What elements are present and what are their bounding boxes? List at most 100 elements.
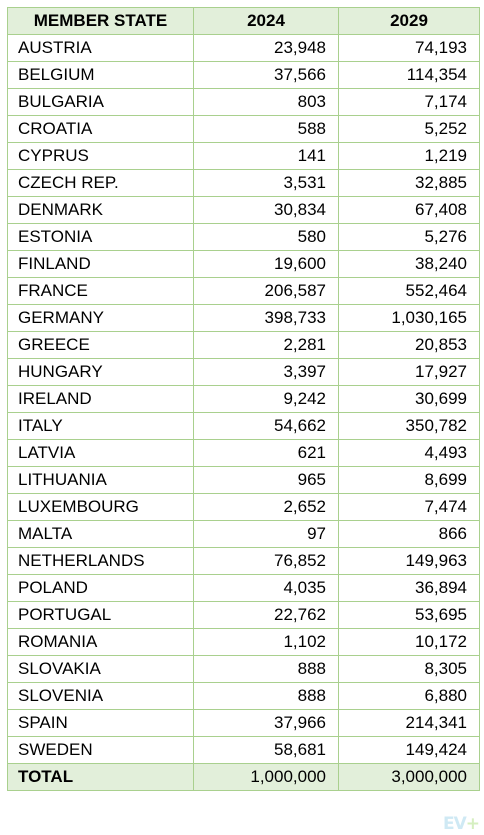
- table-row: AUSTRIA 23,948 74,193: [7, 34, 480, 62]
- table-row: GERMANY 398,733 1,030,165: [7, 304, 480, 332]
- member-state-cell: SPAIN: [7, 709, 194, 737]
- table-row: NETHERLANDS 76,852 149,963: [7, 547, 480, 575]
- member-state-cell: LATVIA: [7, 439, 194, 467]
- table-row: FRANCE 206,587 552,464: [7, 277, 480, 305]
- table-row: MALTA 97 866: [7, 520, 480, 548]
- column-header-2024: 2024: [193, 7, 339, 35]
- value-2024-cell: 30,834: [193, 196, 339, 224]
- value-2024-cell: 588: [193, 115, 339, 143]
- member-state-cell: ROMANIA: [7, 628, 194, 656]
- value-2024-cell: 2,281: [193, 331, 339, 359]
- column-header-member-state: MEMBER STATE: [7, 7, 194, 35]
- table-row: PORTUGAL 22,762 53,695: [7, 601, 480, 629]
- table-body: AUSTRIA 23,948 74,193 BELGIUM 37,566 114,354 B…: [7, 34, 480, 764]
- value-2029-cell: 17,927: [338, 358, 480, 386]
- value-2029-cell: 30,699: [338, 385, 480, 413]
- value-2029-cell: 8,699: [338, 466, 480, 494]
- value-2024-cell: 76,852: [193, 547, 339, 575]
- table-row: BELGIUM 37,566 114,354: [7, 61, 480, 89]
- member-state-cell: IRELAND: [7, 385, 194, 413]
- member-state-cell: LITHUANIA: [7, 466, 194, 494]
- value-2029-cell: 38,240: [338, 250, 480, 278]
- value-2029-cell: 53,695: [338, 601, 480, 629]
- value-2024-cell: 2,652: [193, 493, 339, 521]
- table-row: LUXEMBOURG 2,652 7,474: [7, 493, 480, 521]
- member-state-cell: CZECH REP.: [7, 169, 194, 197]
- value-2029-cell: 1,219: [338, 142, 480, 170]
- value-2024-cell: 19,600: [193, 250, 339, 278]
- member-state-cell: SLOVENIA: [7, 682, 194, 710]
- value-2024-cell: 22,762: [193, 601, 339, 629]
- value-2024-cell: 965: [193, 466, 339, 494]
- value-2029-cell: 7,474: [338, 493, 480, 521]
- value-2024-cell: 23,948: [193, 34, 339, 62]
- member-state-cell: BULGARIA: [7, 88, 194, 116]
- table-header-row: MEMBER STATE 2024 2029: [7, 7, 480, 35]
- value-2024-cell: 97: [193, 520, 339, 548]
- table-row: SPAIN 37,966 214,341: [7, 709, 480, 737]
- member-state-cell: FRANCE: [7, 277, 194, 305]
- value-2029-cell: 350,782: [338, 412, 480, 440]
- value-2024-cell: 398,733: [193, 304, 339, 332]
- value-2029-cell: 32,885: [338, 169, 480, 197]
- value-2024-cell: 37,566: [193, 61, 339, 89]
- value-2024-cell: 58,681: [193, 736, 339, 764]
- logo-text: EV: [442, 814, 467, 834]
- member-state-cell: GERMANY: [7, 304, 194, 332]
- member-state-cell: CYPRUS: [7, 142, 194, 170]
- member-state-cell: SLOVAKIA: [7, 655, 194, 683]
- value-2024-cell: 4,035: [193, 574, 339, 602]
- value-2029-cell: 74,193: [338, 34, 480, 62]
- table-row: BULGARIA 803 7,174: [7, 88, 480, 116]
- value-2029-cell: 866: [338, 520, 480, 548]
- table-row: ESTONIA 580 5,276: [7, 223, 480, 251]
- value-2024-cell: 621: [193, 439, 339, 467]
- value-2029-cell: 67,408: [338, 196, 480, 224]
- value-2029-cell: 7,174: [338, 88, 480, 116]
- member-state-cell: ITALY: [7, 412, 194, 440]
- value-2029-cell: 10,172: [338, 628, 480, 656]
- value-2029-cell: 5,252: [338, 115, 480, 143]
- table-row: IRELAND 9,242 30,699: [7, 385, 480, 413]
- total-label: TOTAL: [7, 763, 194, 791]
- member-state-table-container: MEMBER STATE 2024 2029 AUSTRIA 23,948 74,1…: [7, 7, 480, 791]
- table-row: GREECE 2,281 20,853: [7, 331, 480, 359]
- member-state-cell: CROATIA: [7, 115, 194, 143]
- member-state-table: MEMBER STATE 2024 2029 AUSTRIA 23,948 74,1…: [7, 7, 480, 791]
- table-row: CYPRUS 141 1,219: [7, 142, 480, 170]
- value-2024-cell: 206,587: [193, 277, 339, 305]
- value-2029-cell: 214,341: [338, 709, 480, 737]
- value-2024-cell: 3,397: [193, 358, 339, 386]
- table-row: LITHUANIA 965 8,699: [7, 466, 480, 494]
- value-2029-cell: 149,424: [338, 736, 480, 764]
- table-row: ROMANIA 1,102 10,172: [7, 628, 480, 656]
- value-2029-cell: 114,354: [338, 61, 480, 89]
- value-2029-cell: 6,880: [338, 682, 480, 710]
- logo-plus: +: [465, 814, 480, 834]
- value-2024-cell: 888: [193, 655, 339, 683]
- total-row: TOTAL 1,000,000 3,000,000: [7, 763, 480, 791]
- member-state-cell: NETHERLANDS: [7, 547, 194, 575]
- table-row: CROATIA 588 5,252: [7, 115, 480, 143]
- table-row: DENMARK 30,834 67,408: [7, 196, 480, 224]
- value-2029-cell: 20,853: [338, 331, 480, 359]
- value-2029-cell: 1,030,165: [338, 304, 480, 332]
- table-row: POLAND 4,035 36,894: [7, 574, 480, 602]
- value-2029-cell: 149,963: [338, 547, 480, 575]
- value-2029-cell: 5,276: [338, 223, 480, 251]
- table-row: FINLAND 19,600 38,240: [7, 250, 480, 278]
- value-2024-cell: 1,102: [193, 628, 339, 656]
- value-2024-cell: 580: [193, 223, 339, 251]
- value-2029-cell: 4,493: [338, 439, 480, 467]
- value-2024-cell: 803: [193, 88, 339, 116]
- value-2024-cell: 3,531: [193, 169, 339, 197]
- member-state-cell: MALTA: [7, 520, 194, 548]
- value-2024-cell: 141: [193, 142, 339, 170]
- member-state-cell: ESTONIA: [7, 223, 194, 251]
- member-state-cell: HUNGARY: [7, 358, 194, 386]
- table-row: ITALY 54,662 350,782: [7, 412, 480, 440]
- member-state-cell: AUSTRIA: [7, 34, 194, 62]
- table-row: SLOVAKIA 888 8,305: [7, 655, 480, 683]
- member-state-cell: BELGIUM: [7, 61, 194, 89]
- value-2024-cell: 888: [193, 682, 339, 710]
